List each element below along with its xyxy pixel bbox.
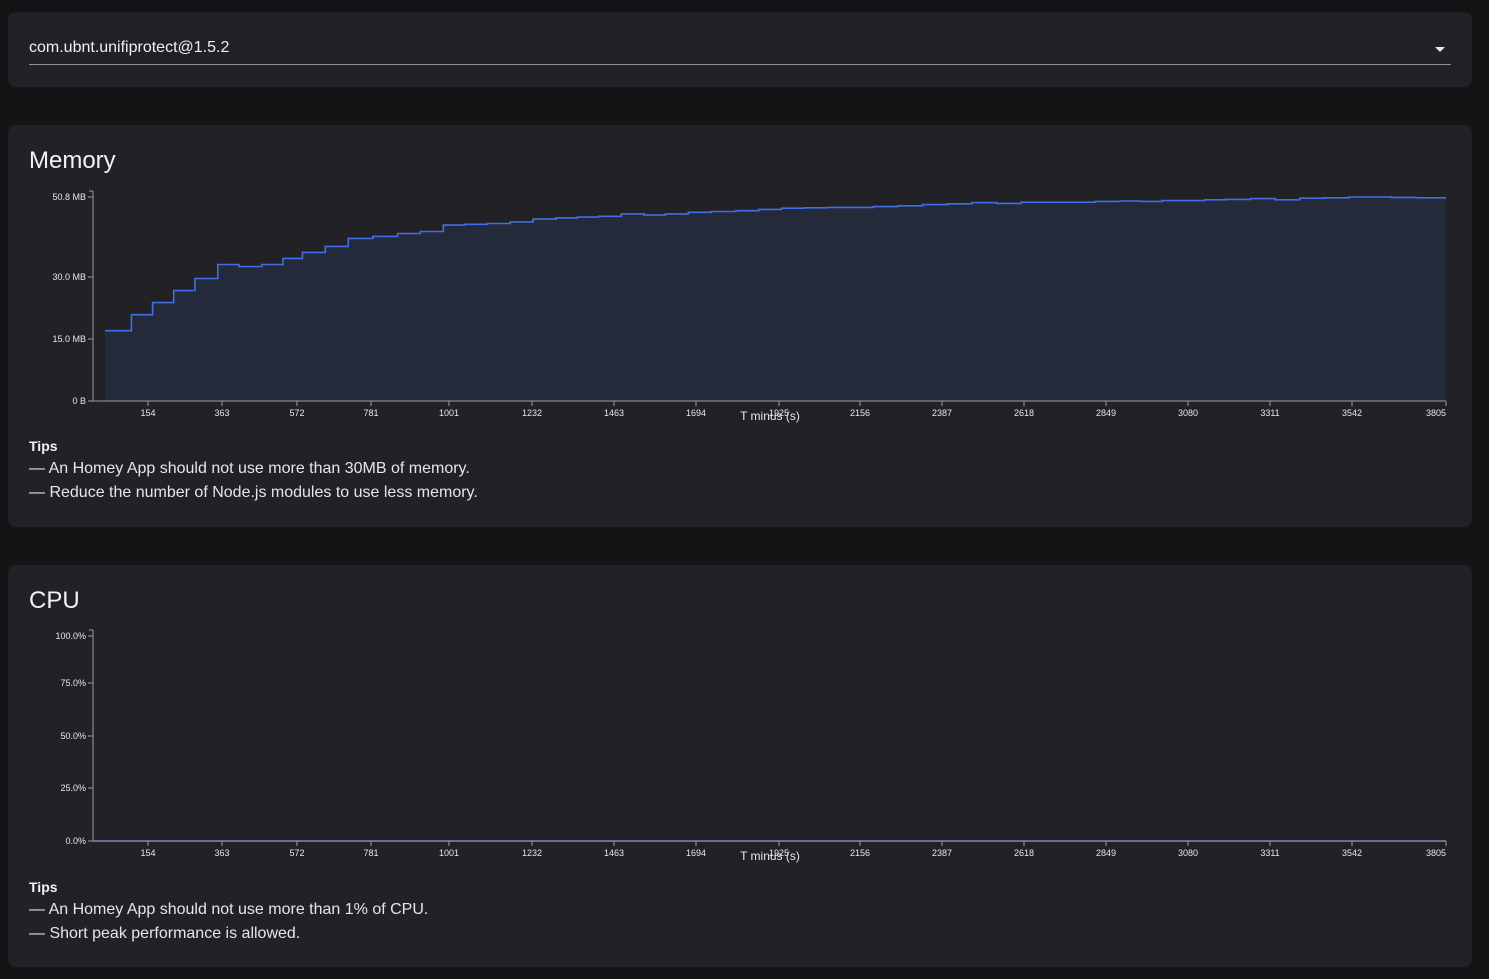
memory-x-tick-label: 3805 xyxy=(1426,408,1446,418)
memory-x-tick-label: 2156 xyxy=(850,408,870,418)
cpu-y-tick-label: 25.0% xyxy=(60,783,86,793)
memory-x-tick-label: 1694 xyxy=(686,408,706,418)
cpu-x-tick-label: 363 xyxy=(214,848,229,858)
cpu-x-tick-label: 1463 xyxy=(604,848,624,858)
cpu-x-tick-label: 3542 xyxy=(1342,848,1362,858)
app-selector-card: com.ubnt.unifiprotect@1.5.2 xyxy=(8,12,1472,87)
memory-x-tick-label: 2849 xyxy=(1096,408,1116,418)
memory-x-tick-label: 2387 xyxy=(932,408,952,418)
cpu-card: CPU 0.0% 25.0% 50.0% 75.0% 100.0% 154 363 572 78… xyxy=(8,565,1472,967)
cpu-tips-heading: Tips xyxy=(29,879,58,895)
cpu-x-tick-label: 1001 xyxy=(439,848,459,858)
memory-x-tick-label: 1232 xyxy=(522,408,542,418)
cpu-x-tick-label: 781 xyxy=(363,848,378,858)
cpu-x-tick-label: 1925 xyxy=(769,848,789,858)
cpu-x-axis-label: T minus (s) xyxy=(740,849,800,863)
cpu-x-tick-label: 2849 xyxy=(1096,848,1116,858)
cpu-title: CPU xyxy=(29,587,80,614)
chevron-down-icon[interactable] xyxy=(1435,47,1445,52)
memory-y-tick-label: 15.0 MB xyxy=(52,334,86,344)
memory-y-tick-label: 50.8 MB xyxy=(52,192,86,202)
memory-x-axis-label: T minus (s) xyxy=(740,409,800,423)
cpu-x-tick-label: 3805 xyxy=(1426,848,1446,858)
memory-x-tick-label: 1463 xyxy=(604,408,624,418)
memory-x-tick-label: 363 xyxy=(214,408,229,418)
cpu-y-tick-label: 0.0% xyxy=(65,836,86,846)
cpu-y-tick-label: 100.0% xyxy=(55,631,86,641)
memory-x-tick-label: 154 xyxy=(140,408,155,418)
cpu-x-tick-label: 572 xyxy=(289,848,304,858)
memory-x-tick-label: 3311 xyxy=(1260,408,1279,418)
app-select-dropdown[interactable]: com.ubnt.unifiprotect@1.5.2 xyxy=(29,38,1451,65)
cpu-chart: 0.0% 25.0% 50.0% 75.0% 100.0% 154 363 572 781 100… xyxy=(55,629,1447,863)
memory-x-tick-label: 1001 xyxy=(439,408,459,418)
memory-x-tick-label: 781 xyxy=(363,408,378,418)
cpu-x-tick-label: 1694 xyxy=(686,848,706,858)
memory-y-tick-label: 0 B xyxy=(72,396,86,406)
cpu-tip-1: — An Homey App should not use more than … xyxy=(29,901,429,918)
memory-tips-heading: Tips xyxy=(29,438,58,454)
memory-card: Memory 0 B 15.0 MB 30.0 MB 50.8 MB 154 363 572… xyxy=(8,125,1472,527)
cpu-x-tick-label: 1232 xyxy=(522,848,542,858)
memory-x-tick-label: 2618 xyxy=(1014,408,1034,418)
memory-chart: 0 B 15.0 MB 30.0 MB 50.8 MB 154 363 572 781 1001… xyxy=(52,190,1447,423)
cpu-tip-2: — Short peak performance is allowed. xyxy=(29,925,301,942)
memory-x-tick-label: 3542 xyxy=(1342,408,1362,418)
memory-tip-2: — Reduce the number of Node.js modules t… xyxy=(29,484,478,501)
cpu-x-tick-label: 2156 xyxy=(850,848,870,858)
memory-y-tick-label: 30.0 MB xyxy=(52,272,86,282)
cpu-x-tick-label: 3311 xyxy=(1260,848,1279,858)
cpu-x-tick-label: 3080 xyxy=(1178,848,1198,858)
cpu-x-tick-label: 2387 xyxy=(932,848,952,858)
memory-series-line xyxy=(105,196,1446,332)
memory-x-tick-label: 572 xyxy=(289,408,304,418)
memory-x-tick-label: 3080 xyxy=(1178,408,1198,418)
memory-title: Memory xyxy=(29,147,116,174)
memory-area xyxy=(105,197,1446,401)
memory-tip-1: — An Homey App should not use more than … xyxy=(29,460,470,477)
cpu-x-tick-label: 2618 xyxy=(1014,848,1034,858)
cpu-y-tick-label: 75.0% xyxy=(60,678,86,688)
memory-x-tick-label: 1925 xyxy=(769,408,789,418)
cpu-y-tick-label: 50.0% xyxy=(60,731,86,741)
cpu-x-tick-label: 154 xyxy=(140,848,155,858)
app-select-value: com.ubnt.unifiprotect@1.5.2 xyxy=(29,39,230,56)
